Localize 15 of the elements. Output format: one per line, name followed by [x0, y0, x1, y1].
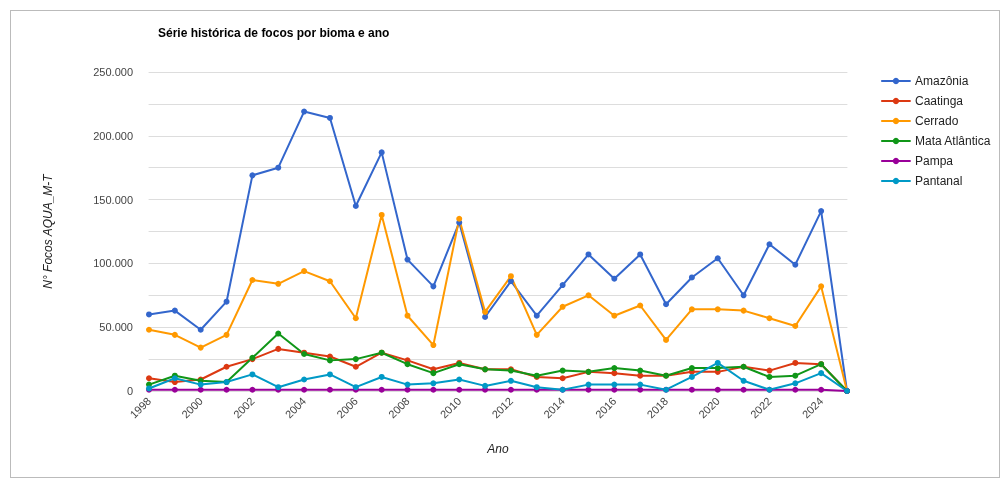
y-tick-label: 0 — [126, 385, 133, 397]
y-tick-label: 100.000 — [93, 257, 133, 270]
y-tick-label: 250.000 — [93, 66, 133, 78]
y-tick-label: 150.000 — [93, 193, 133, 206]
y-tick-label: 50.000 — [99, 321, 133, 334]
x-axis-title: Ano — [486, 442, 509, 456]
legend-label: Amazônia — [914, 74, 969, 88]
legend-label: Pantanal — [914, 174, 963, 188]
legend-label: Cerrado — [914, 114, 959, 128]
chart-title: Série histórica de focos por bioma e ano — [158, 26, 390, 40]
legend-label: Pampa — [914, 154, 954, 168]
legend-label: Caatinga — [914, 94, 964, 108]
legend-label: Mata Atlântica — [914, 134, 991, 148]
y-tick-label: 200.000 — [93, 129, 133, 142]
y-axis-title: N° Focos AQUA_M-T — [41, 172, 55, 289]
